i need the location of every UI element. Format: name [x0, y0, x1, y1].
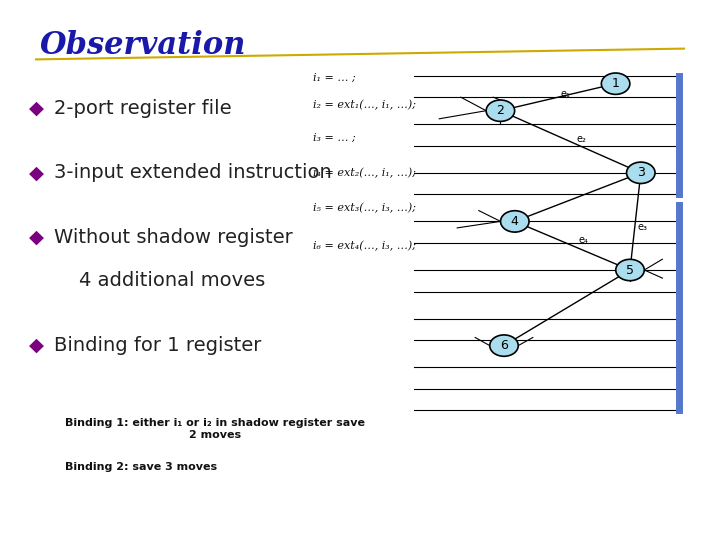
Circle shape [601, 73, 630, 94]
Circle shape [490, 335, 518, 356]
Text: 3: 3 [637, 166, 644, 179]
Text: i₁ = … ;: i₁ = … ; [313, 73, 356, 83]
Text: Binding for 1 register: Binding for 1 register [54, 336, 261, 355]
Text: 4: 4 [511, 215, 518, 228]
Text: 1: 1 [612, 77, 619, 90]
Text: e₃: e₃ [638, 222, 647, 232]
Circle shape [626, 162, 655, 184]
Text: i₃ = … ;: i₃ = … ; [313, 133, 356, 143]
Text: Binding 1: either i₁ or i₂ in shadow register save
2 moves: Binding 1: either i₁ or i₂ in shadow reg… [65, 418, 365, 440]
Text: e₂: e₂ [577, 134, 586, 144]
Text: i₅ = ext₃(…, i₃, …);: i₅ = ext₃(…, i₃, …); [313, 202, 416, 213]
Text: e₄: e₄ [578, 235, 588, 245]
Text: 2-port register file: 2-port register file [54, 98, 232, 118]
Text: i₄ = ext₂(…, i₁, …);: i₄ = ext₂(…, i₁, …); [313, 167, 416, 178]
Circle shape [486, 100, 515, 122]
Text: ◆: ◆ [29, 336, 44, 355]
Text: 2: 2 [497, 104, 504, 117]
Text: ◆: ◆ [29, 228, 44, 247]
Text: Binding 2: save 3 moves: Binding 2: save 3 moves [65, 462, 217, 472]
Circle shape [500, 211, 529, 232]
Text: Observation: Observation [40, 30, 246, 60]
Text: 6: 6 [500, 339, 508, 352]
Text: i₂ = ext₁(…, i₁, …);: i₂ = ext₁(…, i₁, …); [313, 100, 416, 111]
Text: ◆: ◆ [29, 98, 44, 118]
Text: Without shadow register: Without shadow register [54, 228, 293, 247]
Text: i₆ = ext₄(…, i₃, …);: i₆ = ext₄(…, i₃, …); [313, 240, 416, 251]
Text: 4 additional moves: 4 additional moves [79, 271, 266, 291]
Text: 3-input extended instruction: 3-input extended instruction [54, 163, 332, 183]
Text: 5: 5 [626, 264, 634, 276]
Circle shape [616, 259, 644, 281]
Text: e₁: e₁ [560, 90, 570, 99]
Text: ◆: ◆ [29, 163, 44, 183]
